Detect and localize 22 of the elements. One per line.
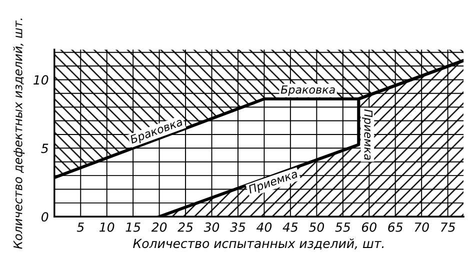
annotation: Приемка: [362, 109, 372, 160]
x-tick-label: 30: [204, 222, 220, 232]
y-tick-label: 10: [34, 75, 48, 85]
x-tick-label: 50: [308, 222, 324, 232]
x-tick-label: 70: [414, 222, 429, 232]
x-tick-label: 65: [388, 222, 403, 232]
x-tick-label: 25: [178, 222, 193, 232]
y-axis-title: Количество дефектных изделий, шт.: [13, 18, 25, 249]
annotation: Браковка: [280, 85, 335, 96]
x-axis-title: Количество испытанных изделий, шт.: [133, 238, 384, 250]
y-tick-label: 5: [41, 144, 48, 154]
y-tick-label: 0: [42, 212, 48, 222]
x-tick-label: 45: [282, 222, 298, 232]
x-tick-label: 5: [76, 222, 84, 232]
x-tick-label: 35: [230, 222, 246, 232]
x-tick-label: 20: [151, 222, 167, 232]
x-tick-label: 15: [126, 222, 140, 232]
x-tick-label: 60: [362, 222, 376, 232]
x-tick-label: 75: [441, 222, 456, 232]
x-tick-label: 10: [100, 222, 114, 232]
x-tick-label: 40: [256, 222, 272, 232]
x-tick-label: 55: [335, 222, 350, 232]
